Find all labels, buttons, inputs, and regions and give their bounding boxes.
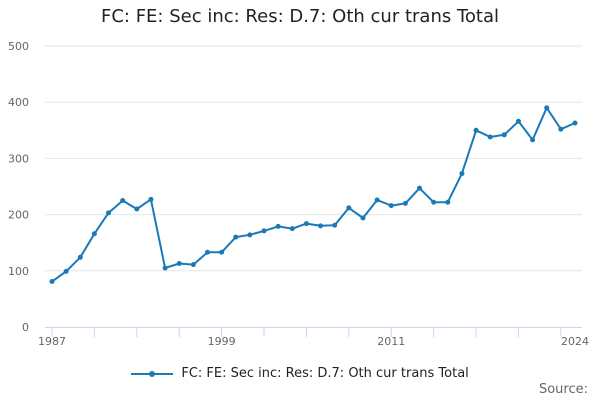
- y-tick-label: 100: [8, 265, 29, 278]
- x-tick-label: 1987: [38, 335, 66, 348]
- data-point[interactable]: [558, 126, 564, 132]
- y-tick-label: 500: [8, 40, 29, 53]
- data-point[interactable]: [49, 278, 55, 284]
- data-point[interactable]: [77, 254, 83, 260]
- data-point[interactable]: [360, 215, 366, 221]
- data-point[interactable]: [303, 221, 309, 227]
- series-line: [51, 106, 576, 283]
- chart-title: FC: FE: Sec inc: Res: D.7: Oth cur trans…: [100, 6, 499, 27]
- data-point[interactable]: [417, 185, 423, 191]
- data-point[interactable]: [261, 228, 267, 234]
- x-axis: [45, 327, 582, 337]
- series: [49, 105, 578, 284]
- data-point[interactable]: [134, 206, 140, 212]
- y-tick-label: 300: [8, 152, 29, 165]
- data-point[interactable]: [431, 199, 437, 205]
- data-point[interactable]: [204, 249, 210, 255]
- data-point[interactable]: [289, 226, 295, 232]
- data-point[interactable]: [501, 132, 507, 138]
- data-point[interactable]: [190, 262, 196, 268]
- data-point[interactable]: [332, 222, 338, 228]
- data-point[interactable]: [487, 134, 493, 140]
- source-label: Source:: [538, 382, 588, 397]
- data-point[interactable]: [162, 265, 168, 271]
- data-point[interactable]: [91, 231, 97, 237]
- data-point[interactable]: [148, 196, 154, 202]
- data-point[interactable]: [515, 118, 521, 124]
- data-point[interactable]: [233, 234, 239, 240]
- y-tick-label: 0: [22, 321, 29, 334]
- data-point[interactable]: [120, 198, 126, 204]
- legend[interactable]: FC: FE: Sec inc: Res: D.7: Oth cur trans…: [0, 366, 600, 381]
- x-tick-label: 2024: [561, 335, 589, 348]
- legend-label: FC: FE: Sec inc: Res: D.7: Oth cur trans…: [181, 366, 469, 381]
- gridlines: [45, 45, 582, 272]
- legend-swatch: [131, 369, 174, 379]
- data-point[interactable]: [247, 232, 253, 238]
- x-tick-labels: 1987 1999 2011 2024: [38, 335, 589, 348]
- data-point[interactable]: [459, 171, 465, 177]
- data-point[interactable]: [530, 137, 536, 143]
- data-point[interactable]: [275, 223, 281, 229]
- data-point[interactable]: [402, 200, 408, 206]
- y-tick-label: 200: [8, 209, 29, 222]
- data-point[interactable]: [374, 197, 380, 203]
- data-point[interactable]: [318, 223, 324, 229]
- data-point[interactable]: [176, 260, 182, 266]
- data-point[interactable]: [445, 199, 451, 205]
- data-point[interactable]: [346, 205, 352, 211]
- data-point[interactable]: [572, 120, 578, 126]
- data-point[interactable]: [106, 210, 112, 216]
- data-point[interactable]: [388, 203, 394, 209]
- x-tick-label: 2011: [377, 335, 405, 348]
- data-point[interactable]: [473, 127, 479, 133]
- x-tick-label: 1999: [208, 335, 236, 348]
- data-point[interactable]: [219, 249, 225, 255]
- data-point[interactable]: [63, 268, 69, 274]
- y-tick-labels: 0 100 200 300 400 500: [8, 40, 29, 334]
- y-tick-label: 400: [8, 96, 29, 109]
- data-point[interactable]: [544, 105, 550, 111]
